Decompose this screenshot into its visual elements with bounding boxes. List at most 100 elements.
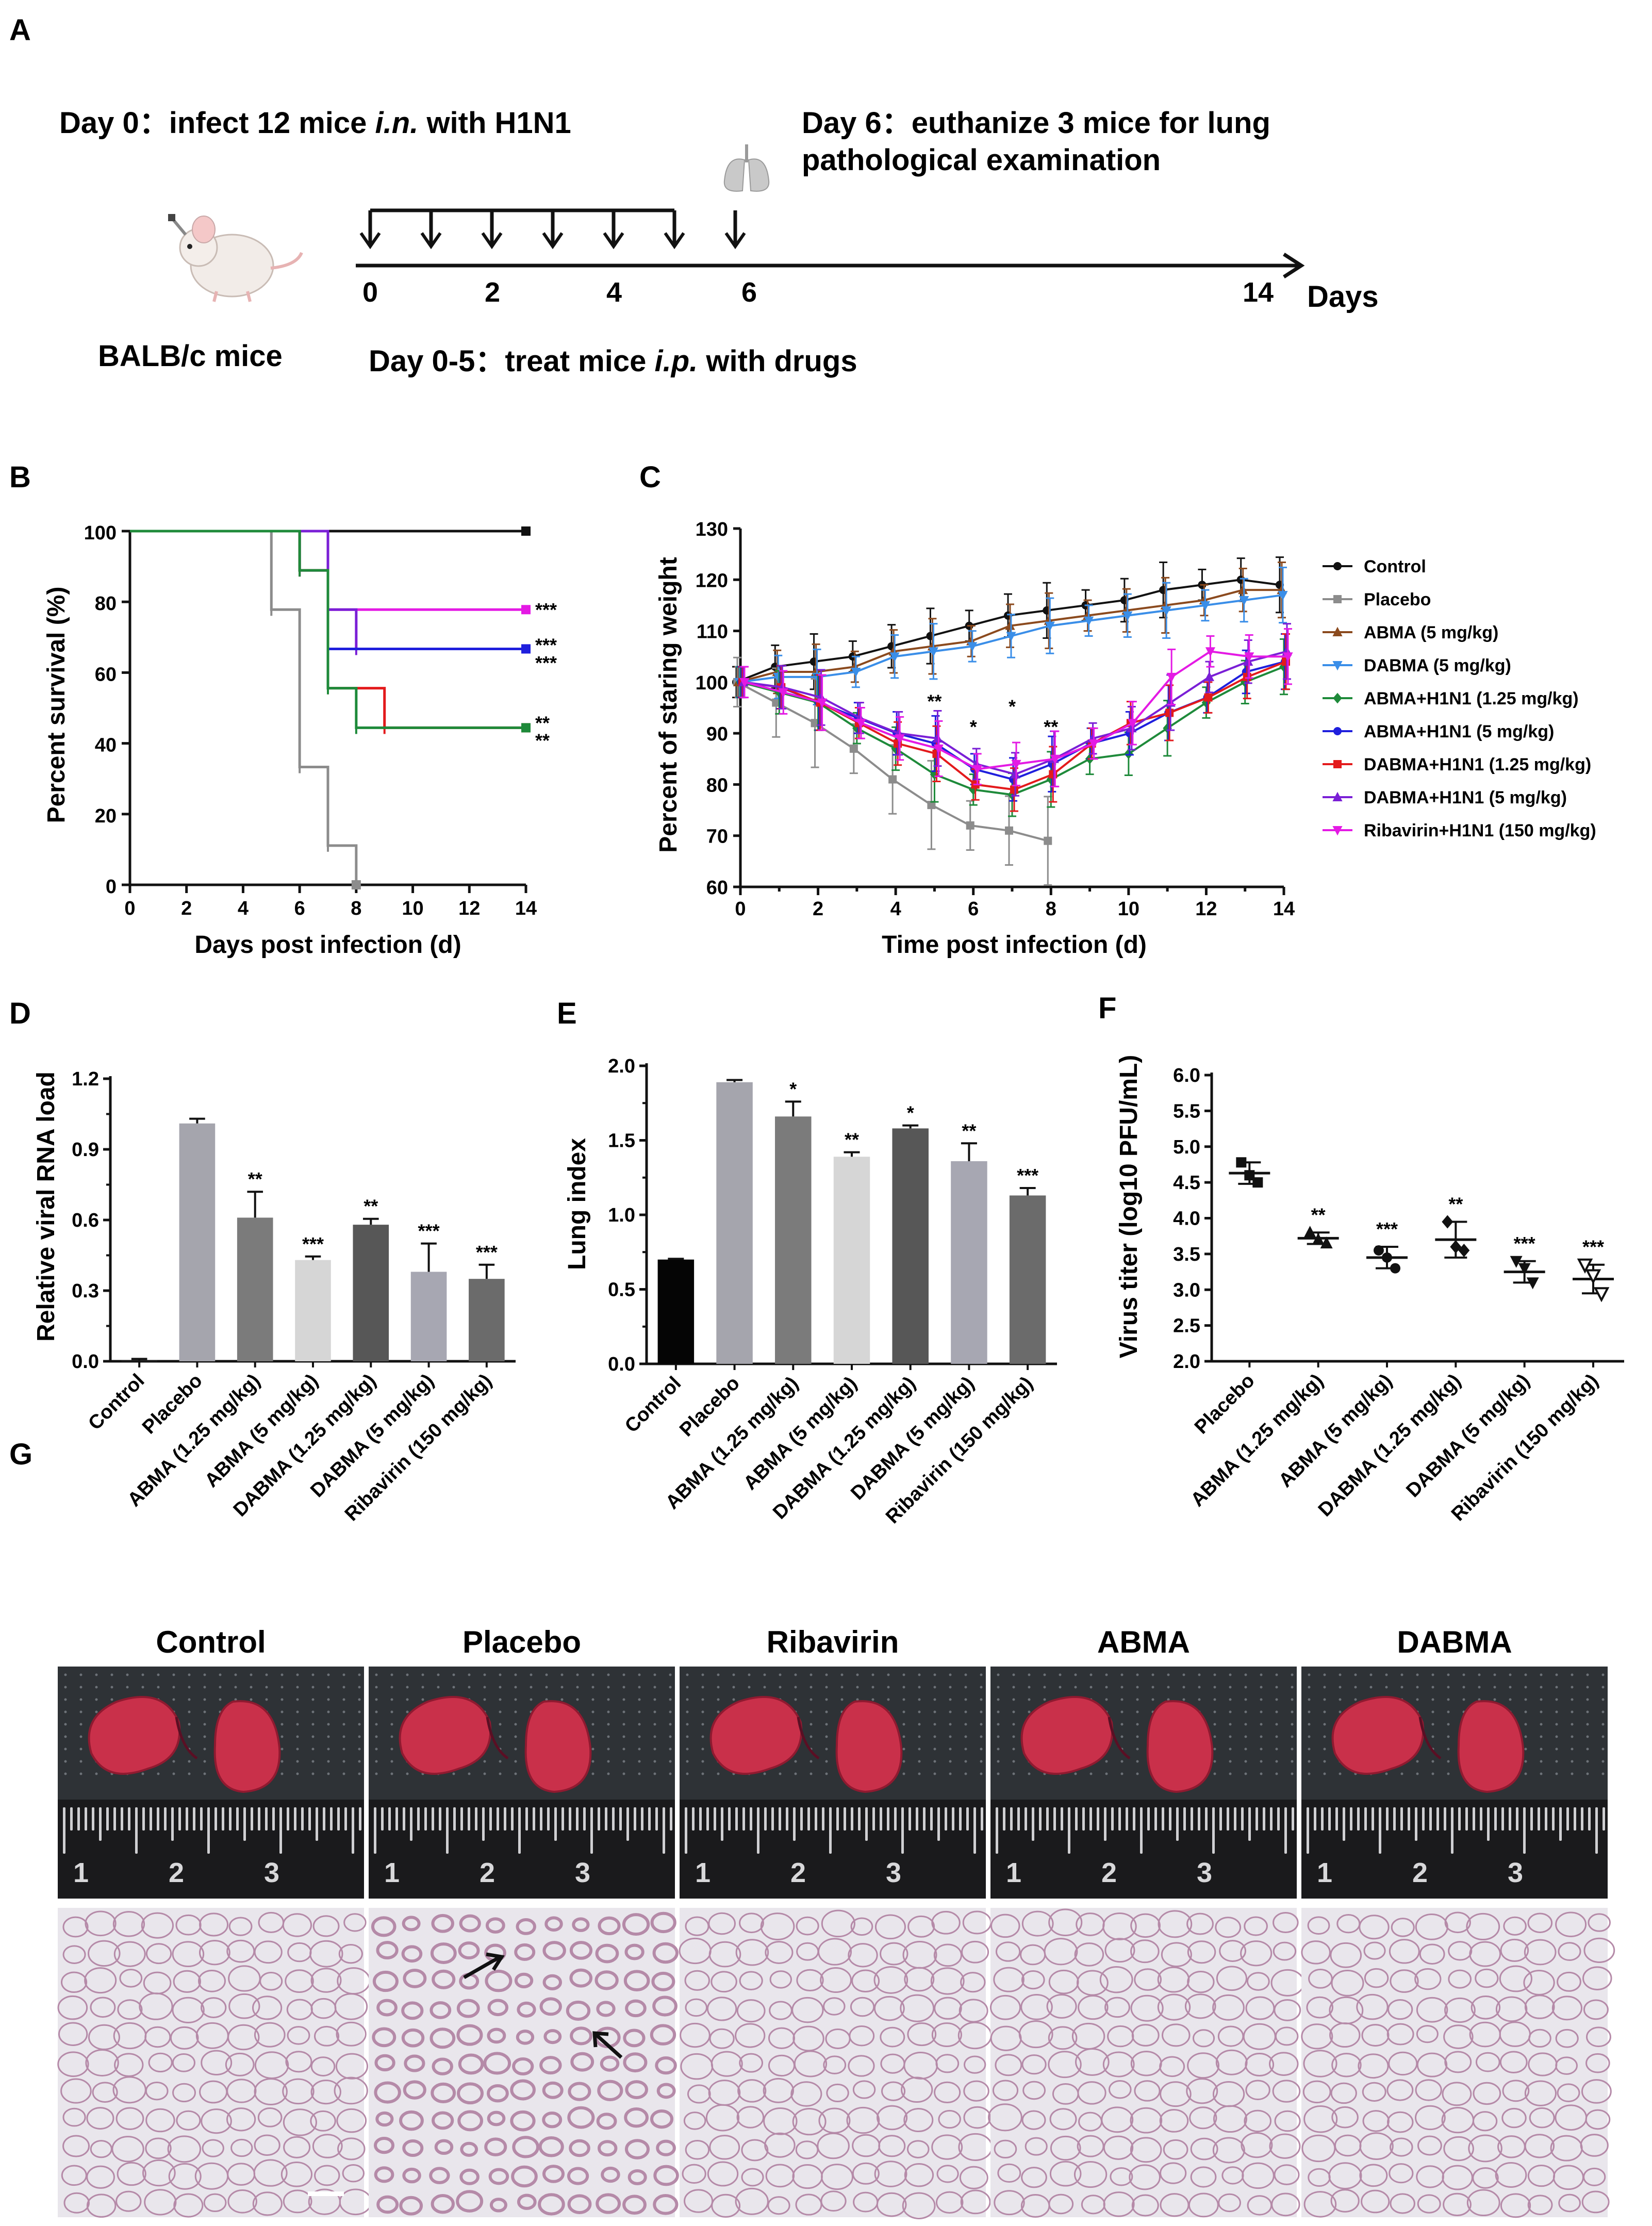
g-ruler-tick [265,1807,268,1831]
g-alveolus [431,1914,454,1933]
g-mat-dot [530,1673,533,1676]
g-mat-dot [779,1772,782,1775]
g-mat-dot [1540,1760,1543,1763]
g-alveolus [1159,2108,1189,2133]
g-alveolus [848,1943,878,1968]
g-ruler-tick [1444,1807,1446,1831]
g-alveolus [1274,2110,1301,2132]
g-alveolus [768,2027,795,2049]
g-alveolus [1466,1912,1500,1941]
g-alveolus [1186,1912,1214,1935]
g-mat-dot [964,1760,967,1763]
g-ruler-tick [583,1807,586,1831]
g-alveolus [372,2027,397,2048]
g-alveolus [1363,1941,1386,1960]
g-alveolus [763,2077,794,2103]
g-mat-dot [234,1686,237,1689]
g-alveolus [90,1997,116,2018]
g-alveolus [1356,1993,1389,2020]
g-ruler-tick [135,1807,138,1854]
g-alveolus [371,1916,397,1937]
g-ruler-tick [113,1807,116,1831]
f-data-point [1303,1226,1316,1238]
g-mat-dot [1478,1673,1481,1676]
g-mat-dot [342,1747,345,1751]
g-alveolus [314,2165,340,2186]
g-alveolus [1216,1966,1247,1991]
g-alveolus [1163,2139,1188,2160]
g-alveolus [1585,2109,1611,2130]
g-histology-image [1301,1908,1615,2218]
c-legend-marker [1332,661,1343,671]
g-ruler-tick [540,1807,542,1831]
g-alveolus [995,1941,1021,1962]
g-alveolus [995,2054,1022,2076]
g-ruler-tick [1516,1807,1518,1831]
panel-c-weight-chart: Percent of staring weight Time post infe… [655,519,1596,959]
g-alveolus [430,1942,457,1964]
g-mat-dot [311,1735,315,1738]
timeline-tick: 6 [741,277,757,308]
g-ruler-tick [894,1807,897,1831]
g-ruler-tick [106,1807,109,1831]
g-alveolus [312,2134,343,2158]
g-alveolus [1273,1941,1297,1961]
g-mat-dot [219,1686,222,1689]
g-mat-dot [1244,1686,1247,1689]
g-alveolus [931,2022,962,2048]
g-ruler-tick [1314,1807,1316,1831]
g-alveolus [543,2029,562,2044]
g-mat-dot [701,1747,704,1751]
g-alveolus [1048,2051,1082,2079]
timeline-arrowhead [1283,253,1305,278]
g-alveolus [199,1912,229,1937]
e-bar [951,1161,987,1364]
g-mat-dot [997,1772,1000,1775]
g-alveolus [1443,2192,1472,2217]
g-mat-dot [296,1772,299,1775]
d-y-tick-label: 0.9 [72,1139,99,1161]
g-alveolus [226,2107,256,2132]
g-ruler-tick [1357,1807,1360,1831]
e-y-axis-title: Lung index [564,1138,591,1270]
g-alveolus [1130,1913,1161,1938]
g-mat-dot [1339,1686,1342,1689]
g-mat-dot [1447,1735,1450,1738]
g-mat-dot [933,1698,936,1701]
g-mat-dot [64,1760,67,1763]
g-mat-dot [421,1673,424,1676]
g-ruler-tick [1140,1807,1143,1854]
g-alveolus [963,2055,986,2074]
g-alveolus [510,2079,536,2101]
g-alveolus [1134,1968,1162,1991]
g-mat-dot [669,1747,672,1751]
g-alveolus [1269,2052,1299,2076]
g-mat-dot [669,1772,672,1775]
g-alveolus [655,2056,677,2075]
g-mat-dot [95,1710,98,1713]
g-lung-right [1146,1700,1214,1793]
g-ruler-tick [1335,1807,1338,1831]
g-mat-dot [1213,1723,1216,1726]
g-mat-dot [1012,1723,1015,1726]
g-mat-dot [918,1735,921,1738]
g-alveolus [282,2078,315,2105]
g-alveolus [764,2132,796,2158]
g-alveolus [1269,2133,1301,2159]
c-data-point [927,801,936,810]
g-mat-dot [311,1772,315,1775]
g-alveolus [708,1912,736,1935]
g-ruler-tick [858,1807,861,1831]
g-mat-dot [375,1735,378,1738]
g-mat-dot [203,1747,206,1751]
g-mat-dot [638,1760,641,1763]
g-alveolus [487,2110,506,2126]
g-alveolus [285,1969,314,1993]
g-mat-dot [1229,1723,1232,1726]
c-data-point [928,647,939,657]
c-y-tick-label: 70 [706,826,728,848]
g-ruler-tick [1017,1807,1020,1831]
g-mat-dot [887,1673,890,1676]
g-mat-dot [591,1673,594,1676]
c-legend-label: Placebo [1364,590,1431,609]
